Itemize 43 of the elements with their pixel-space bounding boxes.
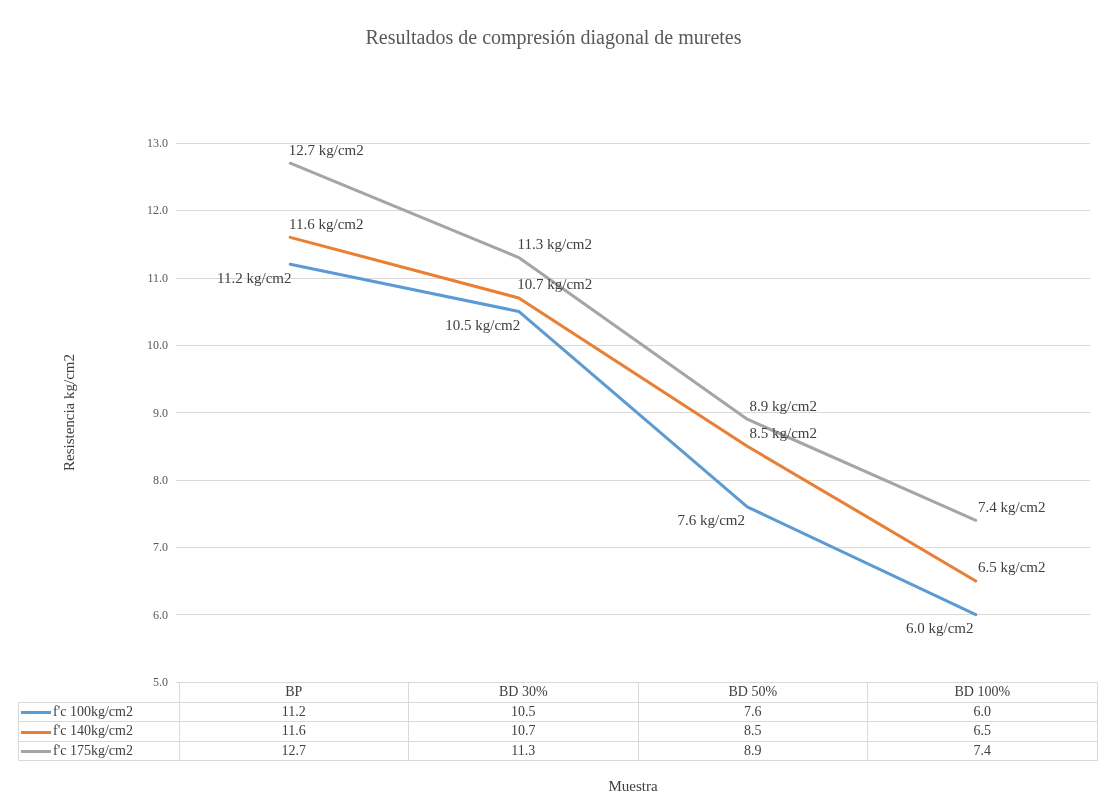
legend-label: f'c 100kg/cm2 — [18, 702, 179, 722]
data-label: 11.3 kg/cm2 — [517, 236, 592, 253]
legend-label: f'c 175kg/cm2 — [18, 741, 179, 761]
text: 10.5 — [408, 702, 638, 722]
text: Muestra — [607, 778, 659, 795]
text: 12.7 — [179, 741, 409, 761]
y-axis-title: Resistencia kg/cm2 — [60, 353, 77, 472]
data-label: 10.7 kg/cm2 — [517, 276, 593, 293]
text: 11.2 — [179, 702, 409, 722]
y-tick-label: 6.0 — [153, 607, 168, 622]
data-label: 7.6 kg/cm2 — [677, 512, 745, 529]
data-label: 8.5 kg/cm2 — [749, 424, 817, 441]
text: 10.7 — [408, 721, 638, 741]
text: 6.5 — [867, 721, 1097, 741]
chart-title: Resultados de compresión diagonal de muretes — [365, 26, 742, 49]
legend-label: f'c 140kg/cm2 — [18, 721, 179, 741]
y-tick-label: 10.0 — [147, 338, 168, 353]
data-label: 12.7 kg/cm2 — [288, 141, 364, 158]
text: 11.3 — [408, 741, 638, 761]
y-tick-label: 7.0 — [153, 540, 168, 555]
data-label: 11.2 kg/cm2 — [217, 269, 292, 286]
y-tick-label: 8.0 — [153, 472, 168, 487]
y-tick-label: 9.0 — [153, 405, 168, 420]
x-tick-label: BP — [179, 682, 409, 702]
text: 8.9 — [638, 741, 868, 761]
data-label: 6.5 kg/cm2 — [978, 559, 1046, 576]
y-tick-label: 11.0 — [147, 270, 168, 285]
data-label: 11.6 kg/cm2 — [289, 215, 364, 232]
y-tick-label: 13.0 — [147, 136, 168, 150]
x-tick-label: BD 100% — [867, 682, 1097, 702]
text: 7.6 — [638, 702, 868, 722]
text: 8.5 — [638, 721, 868, 741]
y-tick-label: 12.0 — [147, 203, 168, 218]
y-tick-label: 5.0 — [153, 675, 168, 689]
x-tick-label: BD 30% — [408, 682, 638, 702]
text: 7.4 — [867, 741, 1097, 761]
text: 6.0 — [867, 702, 1097, 722]
data-label: 7.4 kg/cm2 — [978, 498, 1046, 515]
data-label: 8.9 kg/cm2 — [749, 397, 817, 414]
x-tick-label: BD 50% — [638, 682, 868, 702]
data-label: 10.5 kg/cm2 — [445, 316, 521, 333]
text: 11.6 — [179, 721, 409, 741]
data-label: 6.0 kg/cm2 — [906, 620, 974, 637]
